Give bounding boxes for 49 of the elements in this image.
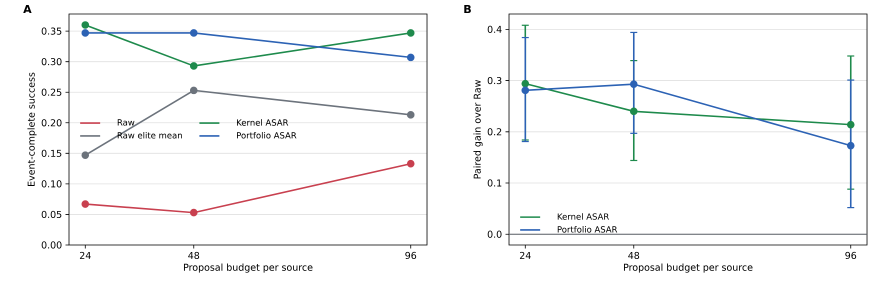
point: [81, 21, 90, 29]
y-tick-label: 0.20: [42, 119, 62, 126]
y-tick-label: 0.10: [42, 180, 62, 188]
y-tick-label: 0.30: [42, 58, 62, 66]
y-tick-label: 0.35: [42, 28, 62, 35]
x-tick-label: 48: [628, 252, 640, 260]
x-tick-label: 96: [845, 252, 856, 260]
point: [521, 86, 530, 94]
legend-label: Raw: [118, 119, 134, 126]
y-axis-title: Paired gain over Raw: [473, 80, 483, 178]
x-axis-title: Proposal budget per source: [624, 264, 752, 273]
x-tick-label: 24: [80, 252, 91, 259]
y-tick-label: 0.25: [42, 88, 62, 96]
y-tick-label: 0.2: [488, 128, 502, 136]
y-tick-label: 0.00: [42, 241, 62, 249]
point: [81, 29, 90, 37]
y-tick-label: 0.4: [488, 26, 502, 33]
point: [406, 160, 415, 168]
legend-label: Kernel ASAR: [558, 213, 610, 220]
point: [406, 111, 415, 119]
legend-label: Raw elite mean: [118, 132, 182, 139]
legend-label: Portfolio ASAR: [558, 226, 618, 233]
point: [630, 80, 638, 88]
point: [630, 108, 638, 116]
x-axis-title: Proposal budget per source: [184, 264, 312, 273]
point: [190, 86, 198, 94]
point: [190, 208, 198, 216]
point: [521, 80, 530, 88]
point: [190, 62, 198, 70]
point: [846, 142, 855, 150]
point: [406, 29, 415, 37]
point: [406, 54, 415, 62]
y-tick-label: 0.0: [488, 230, 502, 238]
point: [81, 151, 90, 159]
y-tick-label: 0.05: [42, 210, 62, 218]
point: [190, 29, 198, 37]
chart-title: A: [23, 5, 32, 14]
y-tick-label: 0.3: [488, 76, 502, 84]
y-tick-label: 0.1: [488, 179, 502, 187]
point: [81, 200, 90, 208]
x-tick-label: 96: [405, 252, 416, 260]
x-tick-label: 48: [188, 252, 200, 260]
legend-label: Portfolio ASAR: [237, 132, 296, 139]
y-axis-title: Event-complete success: [27, 72, 37, 186]
point: [846, 120, 855, 128]
x-tick-label: 24: [520, 252, 531, 259]
chart-title: B: [464, 5, 471, 14]
y-tick-label: 0.15: [42, 150, 62, 157]
legend-label: Kernel ASAR: [237, 119, 288, 126]
